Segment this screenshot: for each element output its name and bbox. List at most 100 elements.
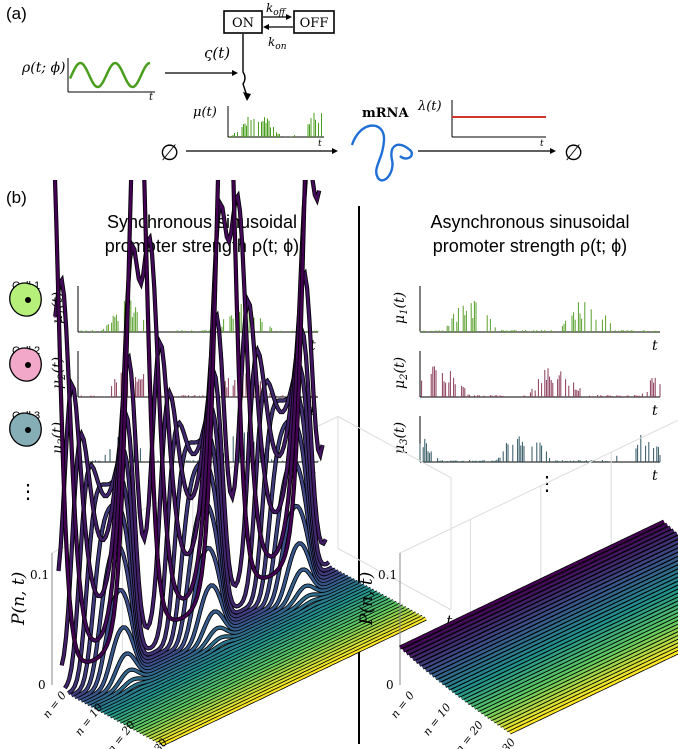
distribution-curve [141,606,407,736]
distribution-curve [418,540,678,667]
distribution-curve [158,615,424,744]
n-tick-label: n = 10 [72,701,105,738]
rho-sinusoid-curve [68,61,151,89]
distribution-curve [409,529,675,658]
trace-t-label: t [652,338,658,354]
distribution-curve [63,364,330,689]
distribution-curve [103,585,369,715]
distribution-curve [154,613,420,743]
panel-b-plots: ⋮ μ1(t)tμ2(t)tμ3(t)tμ1(t)tμ2(t)tμ3(t)t ⋮… [9,180,678,749]
lambda-label: λ(t) [417,99,442,114]
ztick-top: 0.1 [30,568,49,582]
panel-a-diagram: ON OFF koff kon ρ(t; ϕ) t ς(t) μ(t) t mR… [21,1,583,182]
empty-set-source: ∅ [160,141,179,166]
distribution-curve [412,532,678,661]
on-state-label: ON [232,16,254,31]
distribution-curve [405,526,672,655]
distribution-curve [451,581,678,693]
distribution-curve [438,565,678,683]
distribution-curve [399,520,665,649]
distribution-curve [112,591,378,720]
distribution-curve [80,542,346,702]
distribution-curve [460,593,678,700]
distribution-curve [447,577,678,690]
distribution-curve [132,601,398,730]
distribution-curve [457,589,678,698]
distribution-curve [444,573,678,688]
distribution-curve [425,548,678,672]
distribution-curve [122,596,388,725]
ztick-bottom: 0 [38,678,46,692]
distribution-curve [83,568,349,704]
svg-text:t: t [540,139,544,149]
distribution-curve [464,597,678,702]
distribution-curve [496,635,678,725]
async-title: Asynchronous sinusoidal promoter strengt… [430,212,630,256]
k-on-rate: kon [268,35,287,52]
distribution-curve [509,650,678,734]
distribution-curve [86,577,353,706]
n-tick-label: n = 0 [388,689,417,721]
distribution-curve [151,612,417,741]
n-tick-label: n = 10 [420,701,453,738]
trace-ylabel: μ1(t) [392,292,410,324]
distribution-curve [53,180,321,642]
distribution-curve [161,617,427,746]
trace-t-label: t [652,468,658,484]
distribution-curve [93,580,359,709]
async-3d-plot: 0.1 0 P(n, t) n = 0n = 10n = 20n = 30 t [357,419,678,749]
column-divider [358,206,360,744]
empty-set-sink: ∅ [564,141,583,166]
distribution-curve [135,603,401,732]
svg-text:t: t [318,139,322,149]
distribution-curve [480,616,678,714]
distribution-curve [125,598,391,727]
varsigma-label: ς(t) [204,44,230,62]
distribution-curve [119,594,385,723]
distribution-curve [470,605,678,707]
n-tick-label: n = 0 [40,689,69,721]
distribution-curve [96,582,362,711]
panel-a-label: (a) [6,4,27,23]
sync-3d-plot: 0.10P(n, t)n = 0n = 10n = 20n = 30t [9,180,453,749]
mrna-icon [350,124,414,182]
distribution-curve [402,523,668,652]
distribution-curve [116,592,382,722]
zlabel: P(n, t) [9,572,29,626]
distribution-curve [148,610,414,739]
distribution-curve [476,613,678,712]
distribution-curve [77,504,343,701]
trace-ylabel: μ2(t) [392,357,410,389]
n-tick-label: n = 20 [453,718,486,749]
distribution-curve [506,647,678,732]
off-state-label: OFF [300,16,329,31]
distribution-curve [431,556,678,677]
distribution-curve [434,561,678,680]
distribution-curve [422,544,678,669]
distribution-curve [493,632,678,723]
distribution-curve [90,578,356,708]
distribution-curve [499,639,678,728]
distribution-curve [428,552,678,675]
off-state-box [293,10,335,34]
trace-t-label: t [310,338,316,354]
distribution-curve [415,535,678,664]
distribution-curve [57,270,324,598]
mu-label: μ(t) [193,105,217,120]
distribution-curve [502,643,678,730]
distribution-curve [53,180,307,664]
n-tick-label: n = 30 [485,736,518,749]
trace-t-label: t [652,403,658,419]
ztick-top: 0.1 [378,568,397,582]
distribution-curve [483,620,678,716]
mu-trace-bars [229,112,322,137]
k-off-rate: koff [266,1,287,18]
distribution-curve [489,628,678,721]
distribution-curve [145,608,411,737]
distribution-curve [138,605,404,734]
t-axis-label: t [446,612,453,630]
distribution-curve [99,584,366,713]
mrna-label: mRNA [362,106,409,121]
distribution-curve [441,569,678,685]
distribution-curve [60,325,327,666]
